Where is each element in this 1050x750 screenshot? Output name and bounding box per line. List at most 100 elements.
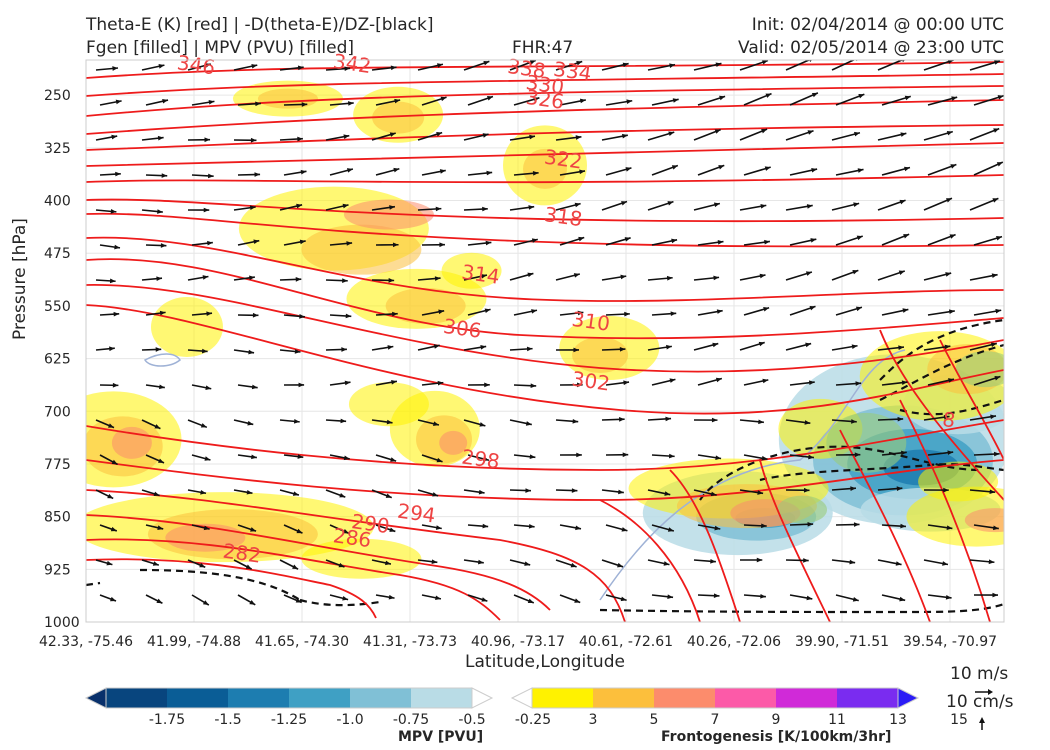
wind-vector-head <box>620 596 627 602</box>
wind-vector-head <box>666 275 673 281</box>
x-tick-label: 39.54, -70.97 <box>903 634 997 650</box>
wind-vector-arrow-icon <box>329 101 354 106</box>
wind-vector-head <box>292 491 299 496</box>
wind-vector-arrow-icon <box>141 489 160 497</box>
mpv-outline-contour <box>599 349 906 601</box>
wind-vector-arrow-icon <box>647 559 670 566</box>
mpv-outline-contour <box>143 353 181 367</box>
wind-vector-head <box>576 452 582 458</box>
wind-vector-head <box>110 209 117 214</box>
wind-vector-head <box>528 523 535 529</box>
wind-vector-head <box>806 204 813 209</box>
theta-e-contour-line <box>86 142 1004 167</box>
wind-vector-head <box>156 276 163 282</box>
theta-e-contour-line <box>86 489 626 622</box>
wind-vector-head <box>390 457 397 462</box>
wind-vector-arrow-icon <box>467 95 494 106</box>
wind-vector-head <box>621 201 628 206</box>
wind-vector-arrow-icon <box>927 96 958 106</box>
wind-vector-head <box>393 167 400 173</box>
wind-vector-arrow-icon <box>835 93 865 106</box>
wind-vector-head <box>251 384 258 390</box>
x-tick-label: 40.96, -73.17 <box>471 634 565 650</box>
wind-vector-head <box>578 236 585 242</box>
wind-vector-arrow-icon <box>417 489 439 497</box>
theta-e-contour-line <box>86 61 1004 79</box>
wind-vector-head <box>388 594 395 600</box>
theta-e-contour-label: 334 <box>552 57 593 86</box>
wind-vector-arrow-icon <box>559 310 584 316</box>
wind-vector-head <box>483 60 490 66</box>
wind-vector-arrow-icon <box>739 419 764 425</box>
wind-vector-arrow-icon <box>283 102 308 107</box>
wind-vector-arrow-icon <box>743 378 769 386</box>
x-tick-labels: 42.33, -75.46 41.99, -74.88 41.65, -74.30 4… <box>39 634 997 650</box>
dtheta-e-dz-contour-line <box>86 581 101 587</box>
wind-vector-head <box>897 416 904 422</box>
wind-vector-arrow-icon <box>417 63 444 71</box>
wind-vector-arrow-icon <box>973 375 1001 386</box>
wind-vector-arrow-icon <box>283 169 307 176</box>
wind-vector-head <box>527 272 534 278</box>
y-tick-label: 925 <box>44 562 71 578</box>
wind-vector-arrow-icon <box>95 346 115 352</box>
wind-vector-head <box>851 344 858 349</box>
wind-vector-head <box>904 166 910 172</box>
wind-vector-arrow-icon <box>697 593 720 598</box>
mpv-colorbar-tick-label: -1.25 <box>271 712 307 728</box>
wind-vector-arrow-icon <box>191 173 214 179</box>
wind-vector-arrow-icon <box>329 524 350 535</box>
mpv-colorbar-label: MPV [PVU] <box>398 729 484 745</box>
wind-vector-head <box>152 561 159 566</box>
wind-vector-head <box>945 594 952 600</box>
wind-vector-arrow-icon <box>463 345 487 351</box>
wind-vector-arrow-icon <box>651 164 679 176</box>
wind-vector-head <box>433 421 439 426</box>
wind-vector-arrow-icon <box>467 240 492 246</box>
wind-vector-head <box>109 278 116 284</box>
wind-vector-arrow-icon <box>421 169 446 176</box>
wind-vector-arrow-icon <box>145 384 165 390</box>
theta-e-contour-line <box>86 419 1004 471</box>
wind-vector-head <box>255 101 261 107</box>
wind-vector-head <box>947 450 954 456</box>
wind-vector-arrow-icon <box>99 524 118 532</box>
wind-vector-head <box>342 203 349 209</box>
fgen-colorbar-swatch <box>593 688 655 708</box>
wind-vector-head <box>112 382 119 388</box>
wind-vector-head <box>113 311 120 317</box>
wind-vector-arrow-icon <box>831 486 856 491</box>
wind-vector-head <box>114 244 120 250</box>
wind-vector-head <box>710 491 717 497</box>
valid-time: Valid: 02/05/2014 @ 23:00 UTC <box>738 38 1004 58</box>
wind-vector-head <box>904 95 911 101</box>
frontogenesis-filled-contour <box>343 199 434 230</box>
wind-vector-head <box>574 598 581 603</box>
wind-vector-arrow-icon <box>693 417 718 423</box>
frontogenesis-filled-contour <box>372 101 425 134</box>
wind-vector-arrow-icon <box>651 378 676 386</box>
wind-vector-arrow-icon <box>509 559 531 566</box>
wind-vector-arrow-icon <box>237 312 259 318</box>
fgen-colorbar-tick-label: 5 <box>650 712 659 728</box>
wind-vector-arrow-icon <box>739 60 769 71</box>
wind-vector-arrow-icon <box>509 205 535 211</box>
wind-vector-head <box>389 132 396 137</box>
wind-vector-arrow-icon <box>605 594 627 602</box>
wind-vector-arrow-icon <box>877 60 906 71</box>
wind-vector-head <box>157 525 164 530</box>
wind-vector-head <box>115 171 121 177</box>
wind-vector-arrow-icon <box>325 278 348 283</box>
wind-vector-head <box>852 270 859 275</box>
wind-vector-arrow-icon <box>99 382 119 388</box>
wind-vector-arrow-icon <box>743 593 766 599</box>
wind-vector-arrow-icon <box>835 594 859 602</box>
wind-vector-arrow-icon <box>789 454 815 460</box>
wind-vector-head <box>572 418 579 424</box>
wind-vector-head <box>158 458 165 463</box>
wind-vector-head <box>713 202 720 208</box>
y-tick-label: 400 <box>44 194 71 210</box>
wind-vector-arrow-icon <box>463 489 485 495</box>
y-axis-label: Pressure [hPa] <box>10 218 30 340</box>
wind-vector-arrow-icon <box>325 347 347 352</box>
